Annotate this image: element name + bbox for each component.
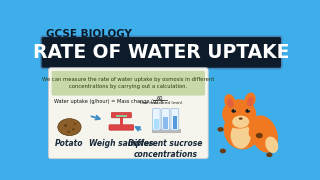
Bar xyxy=(163,117,168,129)
Bar xyxy=(152,129,180,132)
Ellipse shape xyxy=(249,119,261,137)
Ellipse shape xyxy=(231,122,251,149)
Ellipse shape xyxy=(266,152,273,157)
Bar xyxy=(154,119,159,129)
Ellipse shape xyxy=(72,129,75,130)
Ellipse shape xyxy=(265,137,278,153)
Ellipse shape xyxy=(224,94,236,109)
Text: Time measured (min): Time measured (min) xyxy=(138,101,182,105)
Ellipse shape xyxy=(64,124,67,127)
Ellipse shape xyxy=(224,109,261,149)
Ellipse shape xyxy=(239,118,243,120)
Ellipse shape xyxy=(245,109,250,113)
Ellipse shape xyxy=(222,99,256,129)
Text: Potato: Potato xyxy=(55,139,84,148)
Bar xyxy=(120,116,123,126)
Ellipse shape xyxy=(218,127,224,132)
Text: Water uptake (g/hour) = Mass change (g) ×: Water uptake (g/hour) = Mass change (g) … xyxy=(54,99,164,104)
Ellipse shape xyxy=(244,93,256,108)
Bar xyxy=(172,116,177,129)
FancyBboxPatch shape xyxy=(162,109,169,130)
Ellipse shape xyxy=(74,123,76,125)
FancyBboxPatch shape xyxy=(111,112,132,118)
Ellipse shape xyxy=(58,119,81,136)
Ellipse shape xyxy=(256,133,263,138)
Ellipse shape xyxy=(250,115,278,153)
FancyBboxPatch shape xyxy=(116,115,127,117)
Ellipse shape xyxy=(234,109,236,110)
Text: RATE OF WATER UPTAKE: RATE OF WATER UPTAKE xyxy=(33,43,289,62)
Text: 60: 60 xyxy=(157,96,164,101)
Ellipse shape xyxy=(231,109,236,113)
Ellipse shape xyxy=(232,116,249,128)
FancyBboxPatch shape xyxy=(49,68,208,159)
Ellipse shape xyxy=(233,110,235,112)
FancyBboxPatch shape xyxy=(41,36,282,69)
Ellipse shape xyxy=(248,109,250,110)
Text: Weigh samples: Weigh samples xyxy=(89,139,154,148)
Ellipse shape xyxy=(67,131,70,133)
Ellipse shape xyxy=(220,149,226,153)
Ellipse shape xyxy=(246,110,249,112)
Ellipse shape xyxy=(227,98,234,108)
Text: Different sucrose
concentrations: Different sucrose concentrations xyxy=(128,139,203,159)
FancyBboxPatch shape xyxy=(152,109,160,130)
FancyBboxPatch shape xyxy=(171,109,179,130)
Ellipse shape xyxy=(247,97,254,107)
Text: We can measure the rate of water uptake by osmosis in different
concentrations b: We can measure the rate of water uptake … xyxy=(42,77,214,89)
Text: GCSE BIOLOGY: GCSE BIOLOGY xyxy=(46,29,132,39)
FancyBboxPatch shape xyxy=(109,125,134,130)
FancyBboxPatch shape xyxy=(52,71,205,96)
